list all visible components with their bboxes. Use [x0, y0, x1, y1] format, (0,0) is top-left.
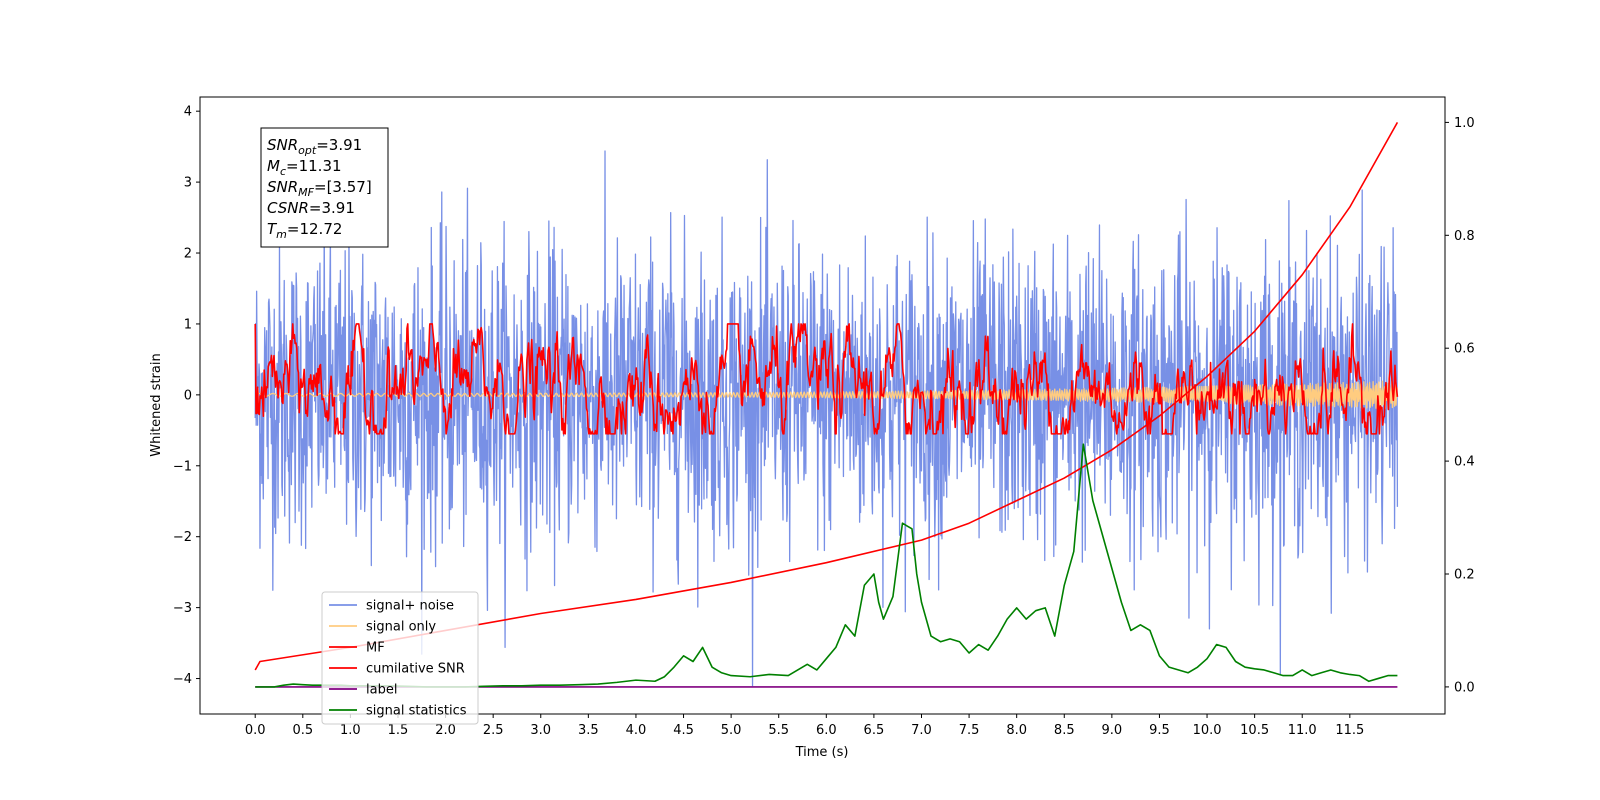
- series-signal-noise-line: [254, 150, 1399, 687]
- x-axis: 0.0 0.5 1.0 1.5 2.0 2.5 3.0 3.5 4.0 4.5 5.0 5.5 6.0 6…: [245, 714, 1364, 738]
- annotation-line: SNRopt=3.91: [267, 136, 362, 157]
- annotation-line: CSNR=3.91: [267, 199, 355, 217]
- x-tick-label: 3.0: [530, 723, 551, 738]
- annotation-frame: [260, 127, 389, 248]
- x-tick-label: 1.0: [340, 723, 361, 738]
- x-tick-label: 5.5: [768, 723, 789, 738]
- y-right-tick-label: 0.6: [1454, 342, 1475, 357]
- y-right-tick-label: 0.0: [1454, 680, 1475, 695]
- y-left-tick-label: 3: [184, 176, 192, 191]
- y-axis-left: 4 3 2 1 0 −1 −2 −3 −4: [173, 105, 200, 687]
- y-left-tick-label: −2: [173, 530, 192, 545]
- series-signal-only-line: [254, 380, 1399, 410]
- x-tick-label: 4.5: [673, 723, 694, 738]
- series-signal-statistics-line: [255, 443, 1398, 688]
- legend-label: signal statistics: [366, 704, 467, 719]
- x-tick-label: 11.0: [1288, 723, 1317, 738]
- x-tick-label: 2.0: [435, 723, 456, 738]
- y-left-tick-label: 0: [184, 388, 192, 403]
- x-tick-label: 6.0: [816, 723, 837, 738]
- legend-frame: [321, 591, 479, 725]
- y-left-tick-label: −1: [173, 459, 192, 474]
- x-tick-label: 11.5: [1335, 723, 1364, 738]
- y-right-tick-label: 0.2: [1454, 568, 1475, 583]
- y-axis-right: 1.0 0.8 0.6 0.4 0.2 0.0: [1445, 116, 1475, 695]
- annotation-line: Mc=11.31: [267, 157, 342, 178]
- x-tick-label: 8.0: [1006, 723, 1027, 738]
- y-left-tick-label: 1: [184, 317, 192, 332]
- x-tick-label: 2.5: [483, 723, 504, 738]
- annotation-line: Tm=12.72: [267, 220, 342, 241]
- x-tick-label: 10.0: [1193, 723, 1222, 738]
- x-tick-label: 7.5: [959, 723, 980, 738]
- series-mf-line: [254, 323, 1399, 435]
- plot-frame: [199, 96, 1446, 715]
- legend-label: signal+ noise: [366, 599, 454, 614]
- y-axis-label: Whitened strain: [149, 353, 164, 456]
- y-left-tick-label: 4: [184, 105, 192, 120]
- legend-label: signal only: [366, 620, 436, 635]
- x-tick-label: 9.0: [1102, 723, 1123, 738]
- y-right-tick-label: 1.0: [1454, 116, 1475, 131]
- legend: signal+ noise signal only MF cumilative SNR…: [321, 591, 479, 725]
- legend-label: MF: [366, 641, 385, 656]
- x-tick-label: 0.0: [245, 723, 266, 738]
- x-tick-label: 6.5: [864, 723, 885, 738]
- legend-label: label: [366, 683, 397, 698]
- y-right-tick-label: 0.8: [1454, 229, 1475, 244]
- y-left-tick-label: 2: [184, 247, 192, 262]
- y-left-tick-label: −4: [173, 672, 192, 687]
- legend-label: cumilative SNR: [366, 662, 465, 677]
- stats-annotation-box: SNRopt=3.91Mc=11.31SNRMF=[3.57]CSNR=3.91…: [260, 127, 389, 248]
- x-tick-label: 7.0: [911, 723, 932, 738]
- x-tick-label: 5.0: [721, 723, 742, 738]
- x-tick-label: 0.5: [292, 723, 313, 738]
- x-tick-label: 4.0: [626, 723, 647, 738]
- y-left-tick-label: −3: [173, 601, 192, 616]
- y-right-tick-label: 0.4: [1454, 455, 1475, 470]
- annotation-line: SNRMF=[3.57]: [267, 178, 372, 199]
- x-tick-label: 1.5: [388, 723, 409, 738]
- x-tick-label: 8.5: [1054, 723, 1075, 738]
- x-tick-label: 3.5: [578, 723, 599, 738]
- x-axis-label: Time (s): [795, 745, 849, 760]
- x-tick-label: 10.5: [1240, 723, 1269, 738]
- x-tick-label: 9.5: [1149, 723, 1170, 738]
